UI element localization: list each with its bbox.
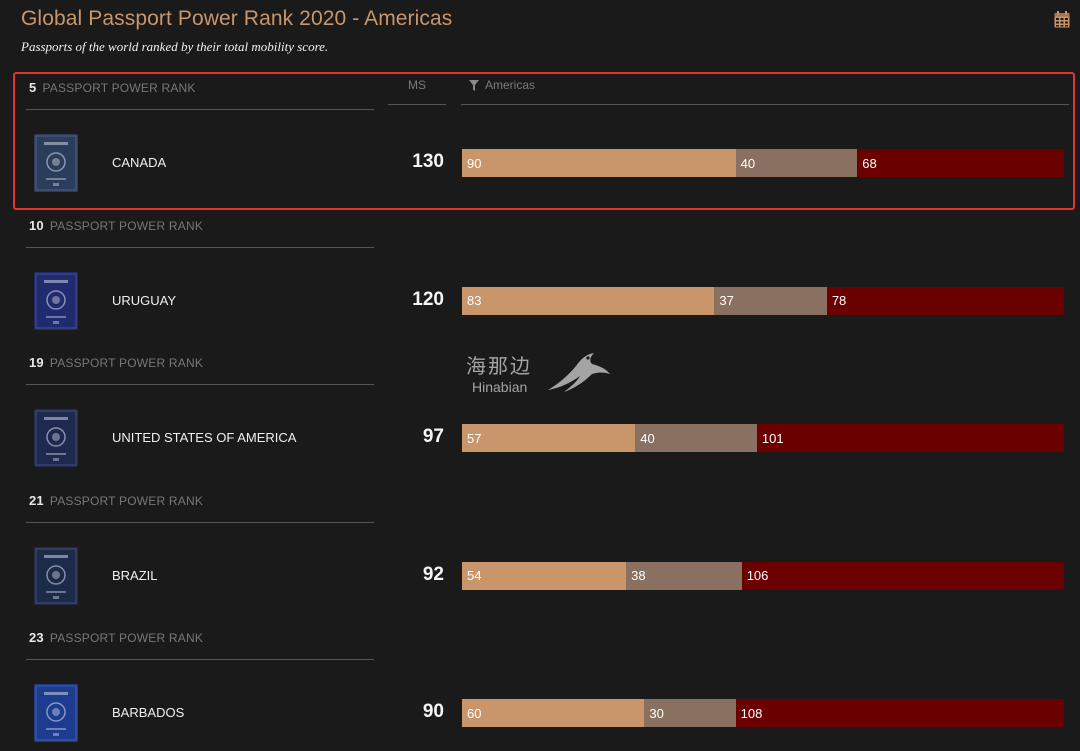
visa-on-arrival-segment[interactable]: 38 <box>626 561 742 590</box>
passport-cover[interactable] <box>34 684 78 742</box>
passport-emblem-icon <box>35 685 77 741</box>
rank-label: 23 PASSPORT POWER RANK <box>29 630 203 645</box>
watermark-cn: 海那边 <box>466 356 532 378</box>
visa-free-segment[interactable]: 83 <box>462 286 715 315</box>
rank-number: 19 <box>29 355 44 370</box>
rank-label: 21 PASSPORT POWER RANK <box>29 493 203 508</box>
passport-emblem-icon <box>35 410 77 466</box>
highlight-box <box>13 72 1075 210</box>
watermark-en: Hinabian <box>472 379 528 395</box>
passport-cover[interactable] <box>34 546 78 605</box>
rank-divider <box>26 384 374 385</box>
rank-text: PASSPORT POWER RANK <box>49 356 204 370</box>
passport-emblem-icon <box>35 273 77 328</box>
visa-on-arrival-segment[interactable]: 40 <box>735 149 858 177</box>
rank-divider <box>26 521 374 523</box>
mobility-score: 130 <box>412 151 444 172</box>
region-filter-label: Americas <box>485 78 536 92</box>
rank-number: 5 <box>29 80 37 95</box>
visa-on-arrival-segment[interactable]: 40 <box>635 424 757 452</box>
filter-icon <box>469 79 479 91</box>
visa-required-segment[interactable]: 108 <box>735 699 1064 727</box>
country-name[interactable]: CANADA <box>112 155 167 170</box>
visa-required-segment[interactable]: 106 <box>741 561 1064 590</box>
rank-label: 19 PASSPORT POWER RANK <box>29 355 203 370</box>
visa-on-arrival-segment[interactable]: 30 <box>644 699 736 727</box>
visa-free-segment[interactable]: 60 <box>462 699 645 727</box>
rank-number: 23 <box>29 630 44 645</box>
bird-logo-icon <box>548 353 610 392</box>
visa-on-arrival-segment[interactable]: 37 <box>714 286 827 315</box>
passport-emblem-icon <box>35 135 77 191</box>
passport-cover[interactable] <box>34 134 78 192</box>
mobility-bar[interactable]: 57 40 101 <box>462 424 1064 452</box>
passport-emblem-icon <box>35 548 77 603</box>
rank-divider <box>26 109 374 110</box>
rank-divider <box>26 659 374 660</box>
mobility-score: 92 <box>422 563 444 585</box>
mobility-bar[interactable]: 60 30 108 <box>462 699 1064 727</box>
region-filter[interactable]: Americas <box>469 78 535 92</box>
page-title: Global Passport Power Rank 2020 - Americ… <box>21 7 453 30</box>
visa-required-segment[interactable]: 101 <box>756 424 1064 452</box>
visa-required-segment[interactable]: 78 <box>826 286 1064 315</box>
filter-header-divider <box>461 104 1069 105</box>
rank-text: PASSPORT POWER RANK <box>49 218 204 233</box>
visa-free-segment[interactable]: 54 <box>462 561 627 590</box>
ms-column-header[interactable]: MS <box>408 78 426 92</box>
ms-header-divider <box>388 104 446 105</box>
page-subtitle: Passports of the world ranked by their t… <box>21 39 329 54</box>
rank-number: 21 <box>29 492 44 508</box>
rank-divider <box>26 246 374 248</box>
watermark: 海那边 Hinabian <box>466 350 616 398</box>
visa-free-segment[interactable]: 57 <box>462 424 636 452</box>
mobility-bar[interactable]: 90 40 68 <box>462 149 1064 177</box>
mobility-bar[interactable]: 83 37 78 <box>462 286 1064 315</box>
country-name[interactable]: BARBADOS <box>112 705 185 720</box>
mobility-score: 90 <box>422 701 444 722</box>
mobility-bar[interactable]: 54 38 106 <box>462 561 1064 590</box>
country-name[interactable]: URUGUAY <box>112 292 177 308</box>
visa-required-segment[interactable]: 68 <box>857 149 1064 177</box>
rank-text: PASSPORT POWER RANK <box>49 631 204 645</box>
mobility-score: 97 <box>422 426 444 447</box>
rank-text: PASSPORT POWER RANK <box>49 493 204 508</box>
calendar-icon[interactable] <box>1054 11 1070 28</box>
mobility-score: 120 <box>412 288 444 310</box>
country-name[interactable]: BRAZIL <box>112 567 158 583</box>
passport-cover[interactable] <box>34 271 78 330</box>
rank-label: 10 PASSPORT POWER RANK <box>29 218 203 233</box>
country-name[interactable]: UNITED STATES OF AMERICA <box>112 430 297 445</box>
visa-free-segment[interactable]: 90 <box>462 149 736 177</box>
rank-number: 10 <box>29 217 44 233</box>
rank-text: PASSPORT POWER RANK <box>42 81 196 95</box>
passport-cover[interactable] <box>34 409 78 467</box>
rank-label: 5 PASSPORT POWER RANK <box>29 80 196 95</box>
